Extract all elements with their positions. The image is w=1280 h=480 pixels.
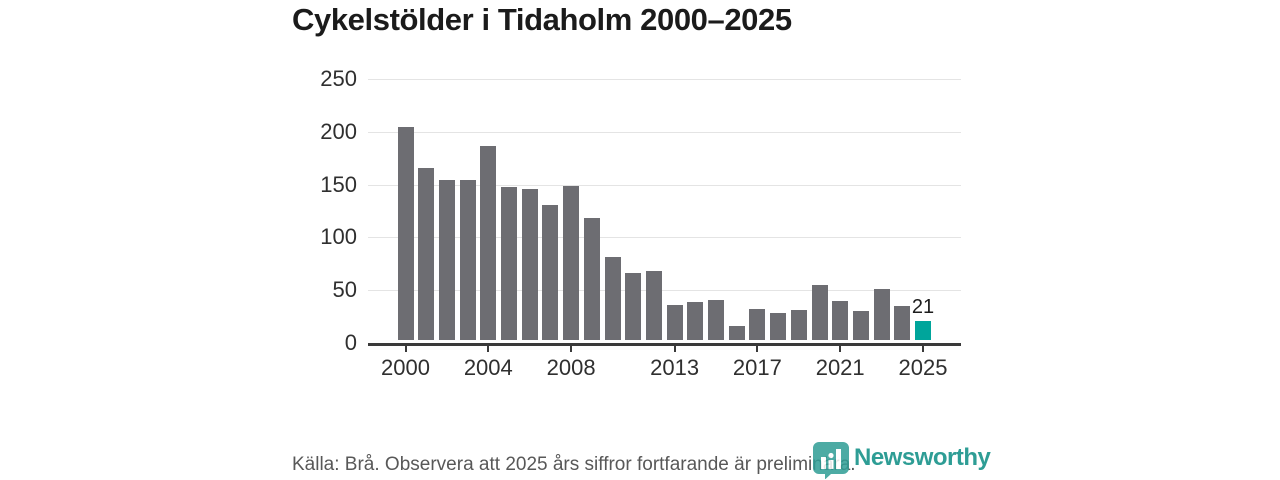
y-axis-label-200: 200 <box>320 118 357 144</box>
x-axis-label-2013: 2013 <box>650 355 700 380</box>
x-axis-label-2008: 2008 <box>546 355 596 380</box>
x-tick-2025 <box>922 346 924 352</box>
x-axis-label-2004: 2004 <box>463 355 513 380</box>
y-axis-label-100: 100 <box>320 224 357 250</box>
bar-2006 <box>521 188 538 340</box>
bar-2001 <box>418 167 435 340</box>
x-axis-label-2025: 2025 <box>898 355 948 380</box>
bar-2024 <box>894 306 911 340</box>
bar-2005 <box>501 186 517 340</box>
bar-2025 <box>915 320 931 340</box>
bar-2017 <box>749 309 766 340</box>
newsworthy-logo[interactable]: Newsworthy <box>812 441 991 479</box>
bar-2010 <box>604 257 621 340</box>
bar-2015 <box>708 299 724 340</box>
bar-2019 <box>790 310 807 340</box>
bar-2021 <box>832 300 849 340</box>
x-tick-2013 <box>673 346 676 352</box>
bar-2023 <box>873 289 890 340</box>
y-axis-label-0: 0 <box>344 330 357 355</box>
bar-chart-plot-area: 0 50 100 150 200 250 21 2000 2004 2008 2013 2017 202… <box>320 66 961 380</box>
newsworthy-bubble-barchart-icon <box>813 442 849 479</box>
bar-2020 <box>811 284 828 340</box>
y-axis-label-150: 150 <box>320 171 357 197</box>
bar-2011 <box>625 273 642 340</box>
gridline-y-50 <box>368 290 961 292</box>
x-tick-2004 <box>487 346 490 352</box>
gridline-y-100 <box>368 237 961 239</box>
x-axis-label-2017: 2017 <box>732 355 782 380</box>
gridline-y-150 <box>368 184 961 186</box>
bar-2007 <box>542 204 559 340</box>
newsworthy-logo-text: Newsworthy <box>854 444 991 471</box>
bar-2004 <box>480 145 497 340</box>
bar-2003 <box>459 180 476 340</box>
x-axis-label-2000: 2000 <box>381 355 430 380</box>
bar-2000 <box>397 126 414 340</box>
y-axis-label-50: 50 <box>332 277 357 303</box>
x-tick-2008 <box>570 346 573 352</box>
bar-2018 <box>770 313 787 340</box>
bar-2022 <box>852 311 869 340</box>
x-tick-2000 <box>404 346 407 352</box>
x-axis-label-2021: 2021 <box>815 355 865 380</box>
bar-2014 <box>687 301 704 340</box>
bar-2016 <box>728 326 745 340</box>
bar-2009 <box>583 218 600 340</box>
highlight-value-label: 21 <box>911 295 935 318</box>
x-tick-2017 <box>756 346 759 352</box>
bar-2012 <box>645 271 662 340</box>
x-tick-2021 <box>839 346 842 352</box>
bar-2002 <box>438 180 455 340</box>
source-note: Källa: Brå. Observera att 2025 års siffr… <box>292 454 856 475</box>
bar-2008 <box>563 185 580 340</box>
gridline-y-200 <box>368 131 961 133</box>
bar-2013 <box>666 304 683 340</box>
x-axis-line <box>368 343 961 346</box>
chart-title: Cykelstölder i Tidaholm 2000–2025 <box>292 2 792 37</box>
gridline-y-250 <box>368 79 961 80</box>
y-axis-label-250: 250 <box>320 66 357 91</box>
